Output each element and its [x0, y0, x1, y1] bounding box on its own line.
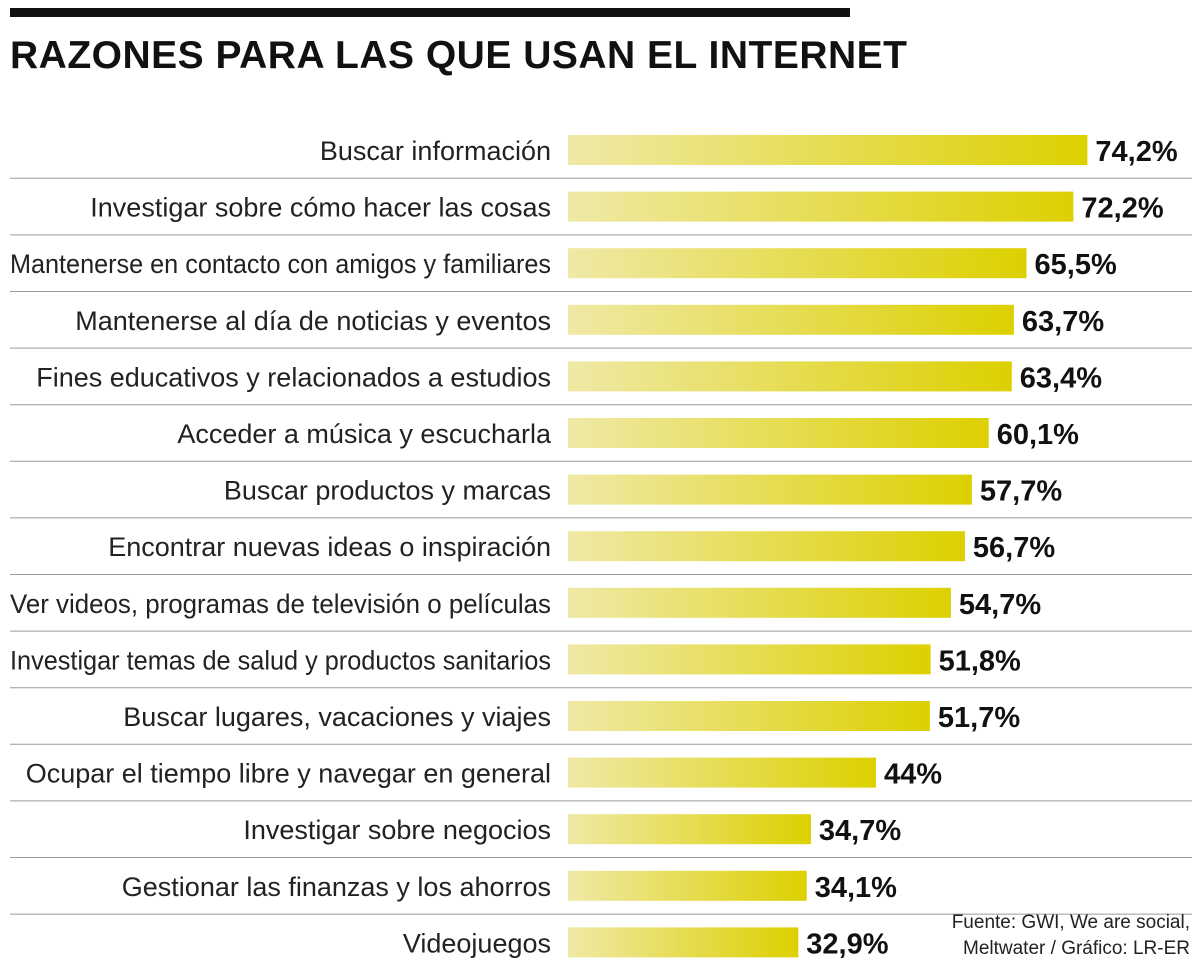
category-label: Ver videos, programas de televisión o pe…	[10, 589, 551, 619]
value-label: 34,1%	[815, 872, 897, 904]
chart-title: RAZONES PARA LAS QUE USAN EL INTERNET	[10, 34, 908, 77]
value-label: 54,7%	[959, 589, 1041, 621]
category-label: Gestionar las finanzas y los ahorros	[122, 872, 551, 902]
category-labels: Buscar información Investigar sobre cómo …	[10, 136, 552, 958]
category-label: Mantenerse en contacto con amigos y fami…	[10, 249, 551, 279]
category-label: Fines educativos y relacionados a estudi…	[36, 362, 551, 392]
category-label: Buscar productos y marcas	[224, 476, 551, 506]
value-labels: 74,2% 72,2% 65,5% 63,7% 63,4% 60,1% 57,7% 56,7%…	[806, 136, 1178, 960]
category-label: Investigar sobre negocios	[243, 815, 551, 845]
value-label: 57,7%	[980, 476, 1062, 508]
value-label: 34,7%	[819, 815, 901, 847]
bar	[568, 474, 972, 505]
value-label: 51,7%	[938, 702, 1020, 734]
value-label: 65,5%	[1035, 249, 1117, 281]
category-label: Buscar lugares, vacaciones y viajes	[123, 702, 551, 732]
bar	[568, 757, 876, 788]
value-label: 56,7%	[973, 532, 1055, 564]
bar	[568, 814, 811, 845]
bar	[568, 644, 931, 675]
source-note: Fuente: GWI, We are social, Meltwater / …	[950, 910, 1190, 962]
bar	[568, 304, 1014, 335]
top-rule	[10, 8, 850, 17]
value-label: 63,7%	[1022, 306, 1104, 338]
category-label: Investigar temas de salud y productos sa…	[10, 645, 551, 675]
bar	[568, 248, 1027, 279]
value-label: 72,2%	[1081, 193, 1163, 225]
bar	[568, 927, 799, 958]
bar	[568, 870, 807, 901]
category-label: Mantenerse al día de noticias y eventos	[75, 306, 551, 336]
category-label: Investigar sobre cómo hacer las cosas	[90, 193, 551, 223]
value-label: 63,4%	[1020, 362, 1102, 394]
bar	[568, 701, 930, 731]
bar	[568, 135, 1088, 165]
category-label: Encontrar nuevas ideas o inspiración	[108, 532, 551, 562]
value-label: 44%	[884, 759, 942, 791]
row-separators	[10, 177, 1192, 915]
bar	[568, 587, 951, 618]
bars	[568, 135, 1088, 958]
category-label: Ocupar el tiempo libre y navegar en gene…	[26, 759, 551, 789]
bar	[568, 191, 1074, 222]
bar	[568, 418, 989, 448]
category-label: Videojuegos	[403, 928, 551, 958]
bar	[568, 361, 1012, 392]
value-label: 32,9%	[806, 928, 888, 960]
value-label: 74,2%	[1095, 136, 1177, 168]
bar	[568, 531, 965, 562]
source-line-1: Fuente: GWI, We are social,	[951, 912, 1190, 933]
category-label: Buscar información	[320, 136, 551, 166]
source-line-2: Meltwater / Gráfico: LR-ER	[963, 938, 1190, 959]
category-label: Acceder a música y escucharla	[177, 419, 552, 449]
value-label: 60,1%	[997, 419, 1079, 451]
value-label: 51,8%	[939, 645, 1021, 677]
